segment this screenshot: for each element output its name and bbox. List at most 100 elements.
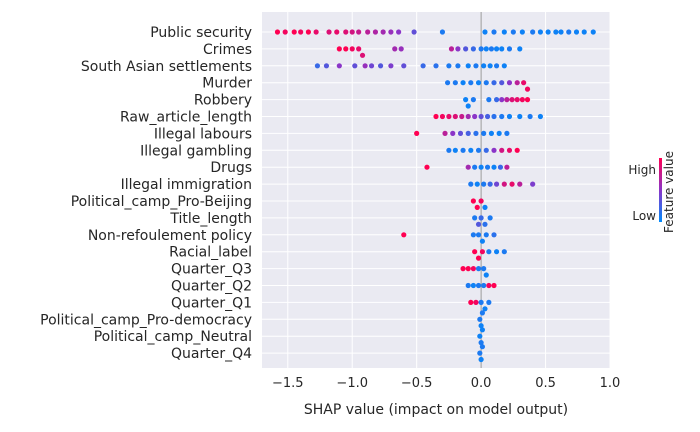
shap-point xyxy=(388,29,394,35)
shap-point xyxy=(491,113,497,120)
shap-point xyxy=(537,29,544,35)
shap-point xyxy=(478,198,484,204)
shap-point xyxy=(472,249,478,255)
feature-label: Political_camp_Pro-democracy xyxy=(40,312,252,328)
shap-point xyxy=(566,29,572,35)
shap-point xyxy=(482,306,488,312)
shap-point xyxy=(424,164,430,170)
shap-point xyxy=(479,249,485,255)
shap-point xyxy=(352,63,358,69)
shap-point xyxy=(506,46,513,52)
colorbar-gradient xyxy=(659,158,662,222)
shap-point xyxy=(524,97,531,103)
colorbar-high-label: High xyxy=(628,163,656,177)
shap-point xyxy=(553,29,559,35)
shap-point xyxy=(445,80,451,86)
shap-point xyxy=(475,232,482,238)
points-layer xyxy=(274,29,596,363)
shap-point xyxy=(362,63,368,69)
shap-point xyxy=(448,46,455,52)
feature-label: Racial_label xyxy=(169,245,252,261)
shap-point xyxy=(509,181,515,187)
shap-point xyxy=(504,130,510,136)
shap-point xyxy=(392,46,398,52)
shap-point xyxy=(501,249,507,255)
shap-point xyxy=(439,113,446,120)
shap-point xyxy=(439,29,446,35)
shap-point xyxy=(478,356,484,363)
shap-point xyxy=(396,29,402,35)
shap-point xyxy=(573,29,580,35)
shap-point xyxy=(282,29,288,35)
x-tick-label: −0.5 xyxy=(401,376,433,391)
shap-point xyxy=(446,63,452,69)
shap-point xyxy=(274,29,281,35)
shap-point xyxy=(478,323,484,329)
x-tick-label: −1.0 xyxy=(336,376,368,391)
shap-point xyxy=(521,80,527,86)
feature-label: Crimes xyxy=(203,42,252,58)
colorbar-title: Feature value xyxy=(662,151,676,233)
shap-point xyxy=(475,147,482,153)
feature-label: Non-refoulement policy xyxy=(88,228,252,244)
shap-point xyxy=(457,130,464,136)
shap-point xyxy=(497,164,504,170)
shap-point xyxy=(481,181,487,187)
shap-point xyxy=(460,80,466,86)
shap-point xyxy=(446,147,452,153)
shap-point xyxy=(460,266,466,272)
shap-point xyxy=(478,113,484,120)
shap-point xyxy=(483,232,489,238)
shap-point xyxy=(479,310,485,316)
shap-point xyxy=(442,130,448,136)
shap-point xyxy=(475,282,482,289)
feature-label: Public security xyxy=(150,25,252,41)
shap-point xyxy=(465,164,471,170)
shap-point xyxy=(465,266,471,272)
shap-point xyxy=(465,282,471,289)
shap-point xyxy=(590,29,596,35)
shap-point xyxy=(483,272,489,278)
shap-point xyxy=(491,80,497,86)
shap-point xyxy=(486,249,492,255)
shap-point xyxy=(475,255,482,261)
shap-point xyxy=(468,147,474,153)
shap-point xyxy=(474,181,480,187)
shap-point xyxy=(313,29,319,35)
shap-point xyxy=(530,29,536,35)
feature-label: Illegal immigration xyxy=(121,177,252,193)
shap-point xyxy=(558,29,564,35)
shap-point xyxy=(482,29,488,35)
shap-point xyxy=(486,97,492,103)
shap-point xyxy=(465,130,471,136)
shap-point xyxy=(509,97,515,103)
shap-point xyxy=(356,46,362,52)
x-tick-label: 0.5 xyxy=(535,376,556,391)
shap-point xyxy=(468,80,474,86)
shap-point xyxy=(472,113,478,120)
shap-point xyxy=(474,204,480,210)
shap-point xyxy=(356,29,362,35)
shap-point xyxy=(291,29,297,35)
shap-point xyxy=(493,63,500,69)
shap-point xyxy=(470,46,476,52)
shap-point xyxy=(478,299,484,305)
shap-point xyxy=(484,164,491,170)
shap-point xyxy=(477,333,483,339)
shap-point xyxy=(514,147,520,153)
shap-point xyxy=(446,113,452,120)
shap-point xyxy=(463,97,469,103)
shap-point xyxy=(465,103,471,109)
shap-point xyxy=(491,282,497,289)
shap-point xyxy=(514,80,520,86)
shap-point xyxy=(298,29,304,35)
shap-point xyxy=(336,63,342,69)
x-axis-title: SHAP value (impact on model output) xyxy=(304,402,568,418)
shap-point xyxy=(468,299,474,305)
shap-point xyxy=(479,344,485,350)
shap-point xyxy=(493,46,500,52)
shap-point xyxy=(468,181,474,187)
shap-point xyxy=(388,63,394,69)
shap-point xyxy=(470,97,476,103)
feature-label: Raw_article_length xyxy=(120,110,252,126)
